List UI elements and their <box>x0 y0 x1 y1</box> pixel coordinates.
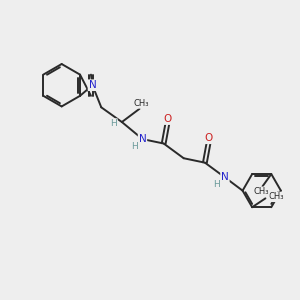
Text: H: H <box>131 142 138 151</box>
Text: H: H <box>110 119 117 128</box>
Text: H: H <box>213 180 220 189</box>
Text: CH₃: CH₃ <box>133 99 149 108</box>
Text: O: O <box>163 114 171 124</box>
Text: O: O <box>204 133 213 143</box>
Text: CH₃: CH₃ <box>253 187 269 196</box>
Text: N: N <box>88 80 96 90</box>
Text: CH₃: CH₃ <box>269 192 284 201</box>
Text: N: N <box>221 172 229 182</box>
Text: N: N <box>139 134 146 144</box>
